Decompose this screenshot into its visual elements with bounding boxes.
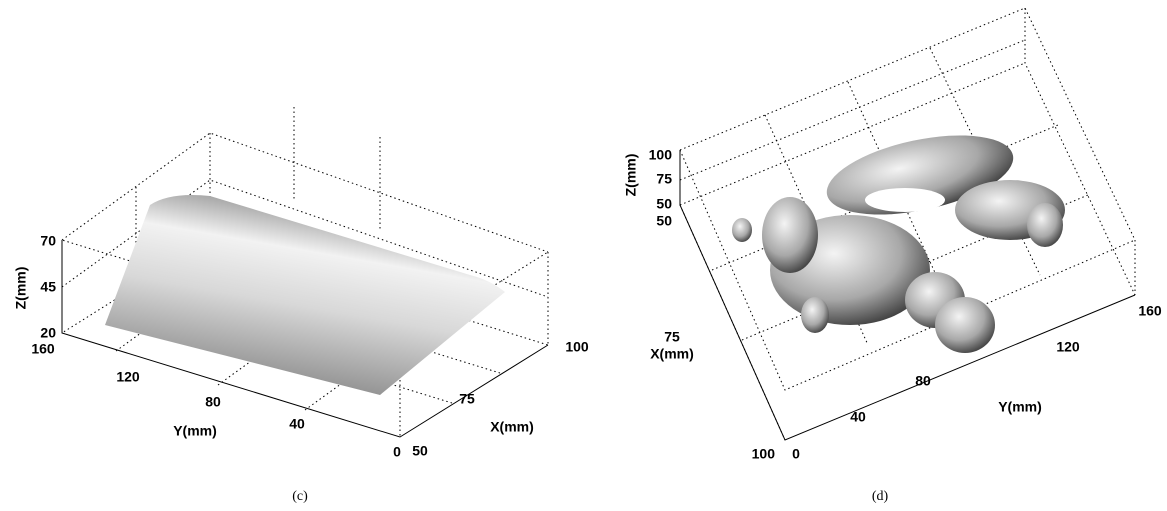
y-axis-label: Y(mm)	[173, 423, 217, 439]
y-tick-label: 0	[792, 446, 800, 462]
figure: (c) Z(mm) Y(mm) X(mm) 20 45 70 0 40 80 120 160 50 75 1…	[0, 0, 1167, 511]
y-tick-label: 120	[116, 369, 140, 385]
caption: (c)	[292, 489, 308, 504]
caption: (d)	[872, 489, 889, 504]
y-tick-label: 80	[205, 394, 221, 410]
y-tick-label: 120	[1056, 339, 1080, 355]
z-axis-label: Z(mm)	[623, 154, 639, 197]
y-tick-label: 40	[289, 416, 305, 432]
panel-c-box	[62, 107, 548, 437]
x-tick-label: 75	[459, 391, 475, 407]
z-tick-label: 75	[656, 171, 672, 187]
panel-d-box	[680, 8, 1135, 440]
z-tick-label: 50	[656, 196, 672, 212]
x-tick-label: 100	[565, 339, 589, 355]
z-tick-label: 100	[649, 147, 673, 163]
x-axis-label: X(mm)	[490, 419, 534, 435]
x-axis-label: X(mm)	[650, 346, 694, 362]
x-tick-label: 100	[752, 446, 776, 462]
y-tick-label: 160	[31, 341, 55, 357]
y-tick-label: 0	[393, 444, 401, 460]
z-tick-label: 20	[40, 325, 56, 341]
x-tick-label: 75	[664, 329, 680, 345]
z-tick-label: 70	[40, 233, 56, 249]
sculpture	[732, 121, 1065, 353]
y-axis-label: Y(mm)	[998, 399, 1042, 415]
x-tick-label: 50	[656, 213, 672, 229]
page: {"panels": [ {"caption": "(c)", "z_label…	[0, 0, 1167, 511]
z-axis-label: Z(mm)	[13, 267, 29, 310]
y-tick-label: 80	[915, 373, 931, 389]
y-tick-label: 40	[850, 409, 866, 425]
x-tick-label: 50	[412, 443, 428, 459]
z-tick-label: 45	[40, 279, 56, 295]
y-tick-label: 160	[1138, 303, 1162, 319]
